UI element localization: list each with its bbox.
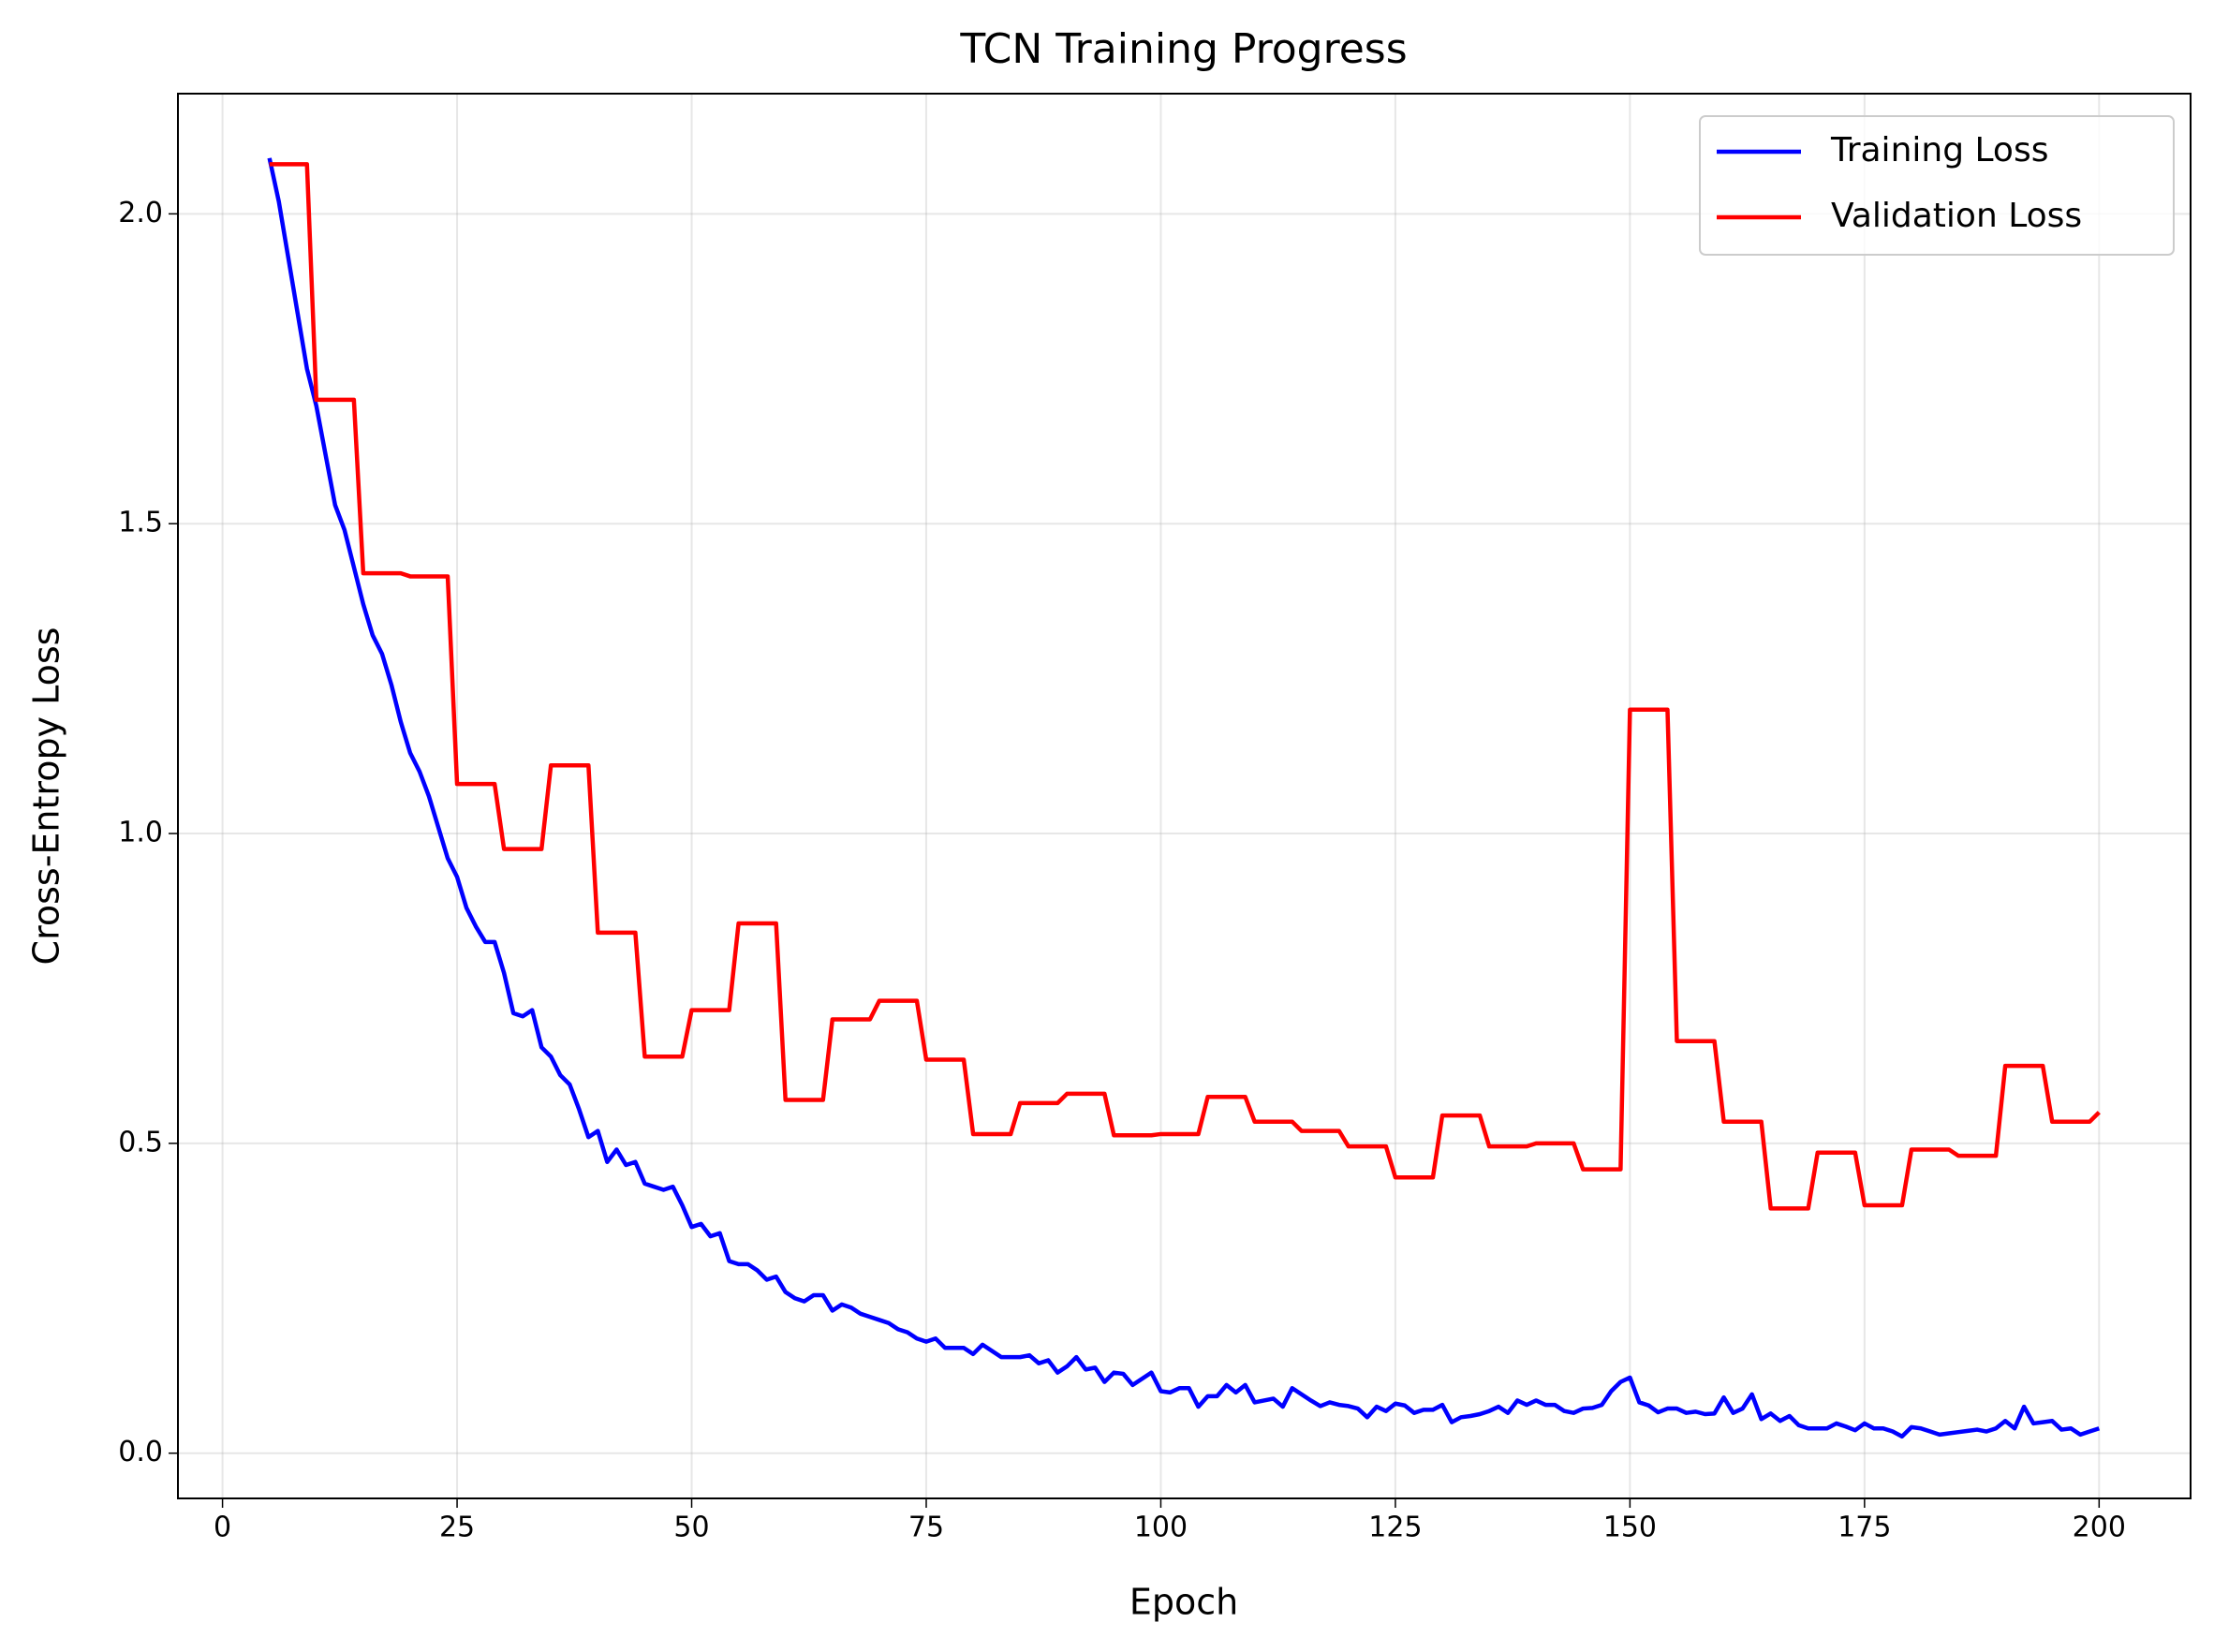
x-tick-label: 125: [1368, 1512, 1422, 1544]
y-tick-label: 2.0: [118, 197, 163, 229]
x-tick-label: 150: [1603, 1512, 1657, 1544]
y-tick-label: 1.0: [118, 817, 163, 849]
plot-frame: [177, 93, 2192, 1499]
y-tick-label: 1.5: [118, 507, 163, 539]
x-tick-label: 50: [673, 1512, 709, 1544]
x-tick-label: 175: [1838, 1512, 1891, 1544]
legend-label: Validation Loss: [1831, 197, 2082, 235]
x-tick-label: 75: [908, 1512, 944, 1544]
legend-label: Training Loss: [1830, 131, 2048, 170]
legend-frame: [1699, 115, 2175, 256]
y-tick-label: 0.5: [118, 1126, 163, 1158]
y-tick-label: 0.0: [118, 1436, 163, 1468]
line-series: [269, 162, 2101, 1211]
x-axis-label: Epoch: [1129, 1582, 1238, 1623]
x-tick-label: 25: [439, 1512, 475, 1544]
x-tick-label: 200: [2073, 1512, 2126, 1544]
y-axis-label: Cross-Entropy Loss: [26, 627, 67, 966]
x-tick-label: 0: [214, 1512, 231, 1544]
line-series: [267, 157, 2101, 1439]
x-tick-label: 100: [1134, 1512, 1188, 1544]
chart-title: TCN Training Progress: [959, 25, 1407, 73]
legend: Training Loss Validation Loss: [1699, 115, 2175, 256]
